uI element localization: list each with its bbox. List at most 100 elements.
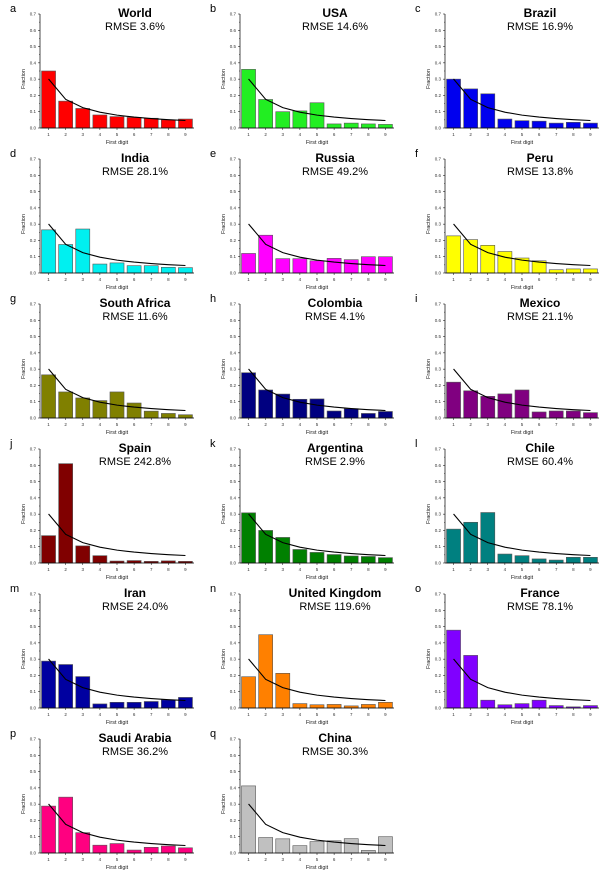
x-tick-label: 9 [184,712,187,717]
y-tick-label: 0.4 [30,350,37,355]
x-tick-label: 3 [282,132,285,137]
y-tick-label: 0.0 [230,561,237,566]
bar-digit-7 [548,410,564,419]
x-tick-label: 5 [116,857,119,862]
y-tick-label: 0.4 [435,350,442,355]
y-tick-label: 0.0 [30,851,37,856]
y-axis-label: Fraction [426,649,432,669]
x-axis-label: First digit [306,865,329,871]
x-tick-label: 6 [333,857,336,862]
y-tick-label: 0.4 [30,785,37,790]
y-tick-label: 0.0 [230,126,237,131]
bar-digit-7 [343,408,359,419]
panel-letter: a [10,3,17,15]
bar-digit-3 [275,838,291,854]
x-tick-label: 4 [299,712,302,717]
bar-digit-3 [75,108,91,129]
bar-digit-9 [178,697,193,709]
x-tick-label: 5 [316,567,319,572]
x-tick-label: 8 [367,567,370,572]
y-tick-label: 0.3 [435,222,442,227]
bar-digit-6 [326,258,342,274]
chart-panel-o: o France RMSE 78.1% 0.0 0.1 0.2 0.3 0.4 0.5 0.6 0.… [405,580,610,726]
y-tick-label: 0.6 [435,173,442,178]
x-tick-label: 9 [384,857,387,862]
x-tick-label: 9 [589,277,592,282]
x-tick-label: 8 [572,277,575,282]
bar-digit-3 [480,512,496,564]
chart-title: Spain [119,441,152,455]
chart-subtitle-rmse: RMSE 3.6% [105,21,165,33]
y-tick-label: 0.0 [230,851,237,856]
bar-digit-6 [531,120,547,129]
bar-digit-4 [497,251,513,274]
bar-digit-3 [275,537,291,564]
x-tick-label: 6 [133,132,136,137]
chart-title: Russia [315,151,355,165]
y-tick-label: 0.4 [30,640,37,645]
x-tick-label: 2 [64,857,67,862]
bar-digit-5 [514,555,530,564]
chart-subtitle-rmse: RMSE 28.1% [102,166,168,178]
y-tick-label: 0.4 [230,350,237,355]
bar-digit-3 [75,545,91,564]
x-tick-label: 5 [116,277,119,282]
x-tick-label: 9 [384,567,387,572]
x-tick-label: 7 [350,422,353,427]
y-tick-label: 0.6 [30,463,37,468]
bar-digit-1 [446,629,461,709]
y-axis-label: Fraction [426,359,432,379]
y-tick-label: 0.5 [30,44,37,49]
x-axis-label: First digit [106,575,129,581]
chart-panel-f: f Peru RMSE 13.8% 0.0 0.1 0.2 0.3 0.4 0.5 0.6 0.7 1… [405,145,610,291]
y-tick-label: 0.5 [30,479,37,484]
y-tick-label: 0.2 [435,673,442,678]
x-tick-label: 6 [538,132,541,137]
bar-digit-5 [109,702,125,709]
y-tick-label: 0.1 [30,109,37,114]
x-tick-label: 7 [350,567,353,572]
bar-digit-1 [41,374,56,419]
y-axis-label: Fraction [221,69,227,89]
y-axis-label: Fraction [21,69,27,89]
x-tick-label: 6 [333,422,336,427]
y-tick-label: 0.1 [435,254,442,259]
x-tick-label: 7 [150,567,153,572]
y-tick-label: 0.2 [30,93,37,98]
x-tick-label: 8 [367,422,370,427]
x-tick-label: 1 [247,277,250,282]
x-tick-label: 4 [99,857,102,862]
chart-panel-l: l Chile RMSE 60.4% 0.0 0.1 0.2 0.3 0.4 0.5 0.6 0.7… [405,435,610,581]
x-tick-label: 9 [184,567,187,572]
y-tick-label: 0.5 [435,624,442,629]
chart-panel-b: b USA RMSE 14.6% 0.0 0.1 0.2 0.3 0.4 0.5 0.6 0.7 1 2… [200,0,405,146]
chart-panel-i: i Mexico RMSE 21.1% 0.0 0.1 0.2 0.3 0.4 0.5 0.6 0.… [405,290,610,436]
x-tick-label: 7 [350,712,353,717]
bar-digit-2 [58,796,73,854]
x-tick-label: 8 [167,277,170,282]
y-tick-label: 0.6 [435,318,442,323]
benford-curve-line [453,78,591,122]
y-axis-label: Fraction [426,214,432,234]
benford-curve-line [248,803,386,847]
bar-digit-4 [292,258,308,274]
y-tick-label: 0.4 [30,205,37,210]
y-tick-label: 0.6 [30,608,37,613]
bar-digit-3 [480,699,496,709]
y-tick-label: 0.5 [230,44,237,49]
y-tick-label: 0.6 [230,463,237,468]
x-axis-label: First digit [106,140,129,146]
bar-digit-9 [583,705,598,709]
y-tick-label: 0.1 [230,109,237,114]
x-tick-label: 3 [82,422,85,427]
x-tick-label: 3 [487,132,490,137]
panel-letter: q [210,728,216,740]
bar-digit-9 [178,847,193,854]
x-tick-label: 4 [299,132,302,137]
x-tick-label: 9 [184,132,187,137]
bar-digit-6 [531,699,547,709]
bar-digit-6 [531,411,547,419]
